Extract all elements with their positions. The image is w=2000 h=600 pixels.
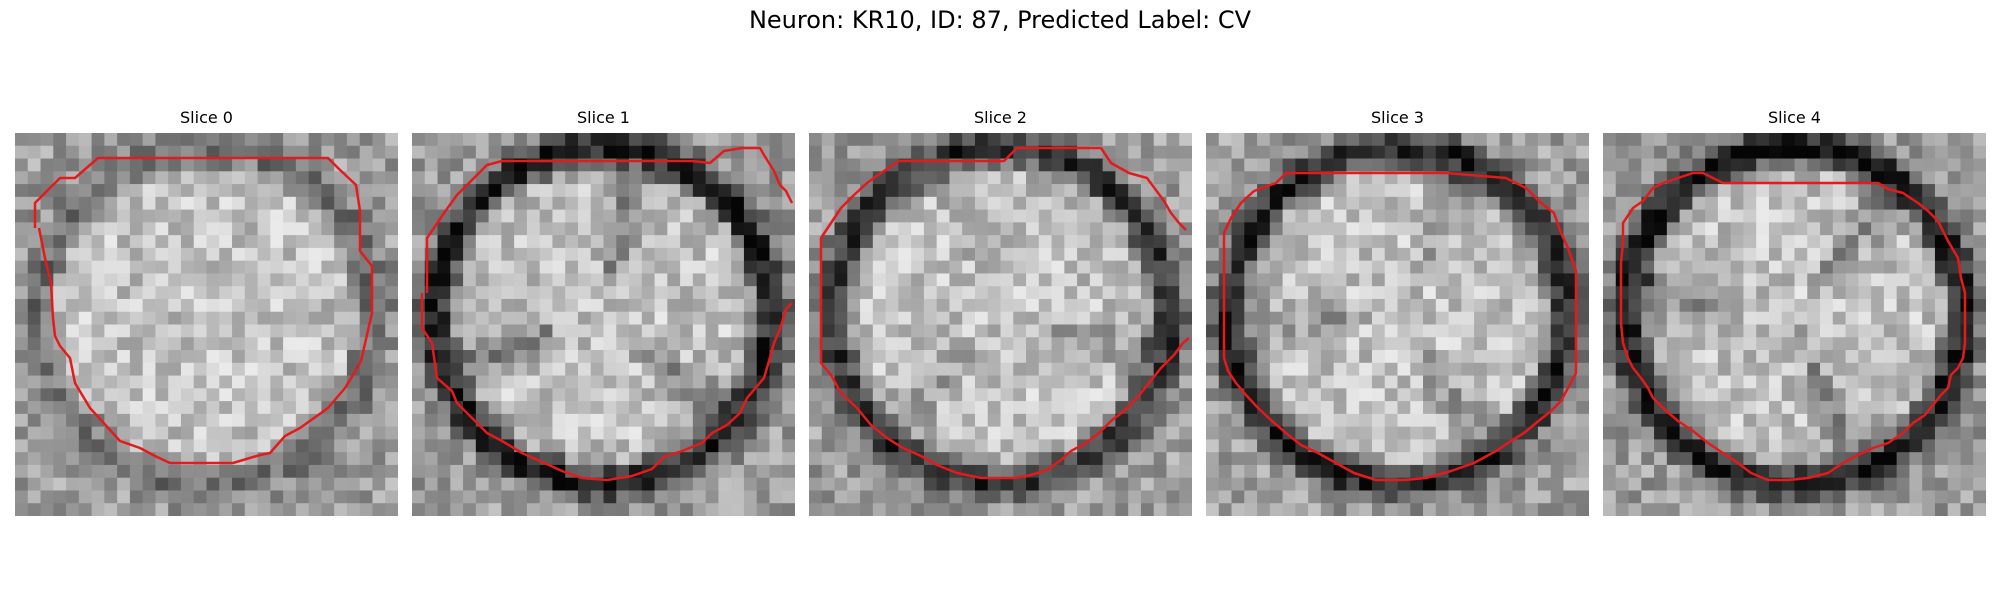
segmentation-contour xyxy=(819,293,1190,480)
segmentation-contour xyxy=(425,146,794,293)
segmentation-contour xyxy=(420,293,793,482)
segmentation-contour xyxy=(1222,171,1578,482)
slice-title: Slice 4 xyxy=(1768,108,1821,127)
microscopy-slice xyxy=(809,133,1192,516)
segmentation-contour xyxy=(1619,171,1967,482)
microscopy-slice xyxy=(15,133,398,516)
slice-image xyxy=(809,133,1192,516)
slice-title: Slice 3 xyxy=(1371,108,1424,127)
slice-image xyxy=(1206,133,1589,516)
slice-image xyxy=(1603,133,1986,516)
segmentation-contour xyxy=(33,156,374,465)
slice-title: Slice 0 xyxy=(180,108,233,127)
microscopy-slice xyxy=(412,133,795,516)
microscopy-slice xyxy=(1603,133,1986,516)
microscopy-slice xyxy=(1206,133,1589,516)
slice-title: Slice 2 xyxy=(974,108,1027,127)
slice-title: Slice 1 xyxy=(577,108,630,127)
slice-image xyxy=(15,133,398,516)
slice-image xyxy=(412,133,795,516)
figure-title: Neuron: KR10, ID: 87, Predicted Label: C… xyxy=(748,6,1252,34)
segmentation-contour xyxy=(819,146,1187,293)
